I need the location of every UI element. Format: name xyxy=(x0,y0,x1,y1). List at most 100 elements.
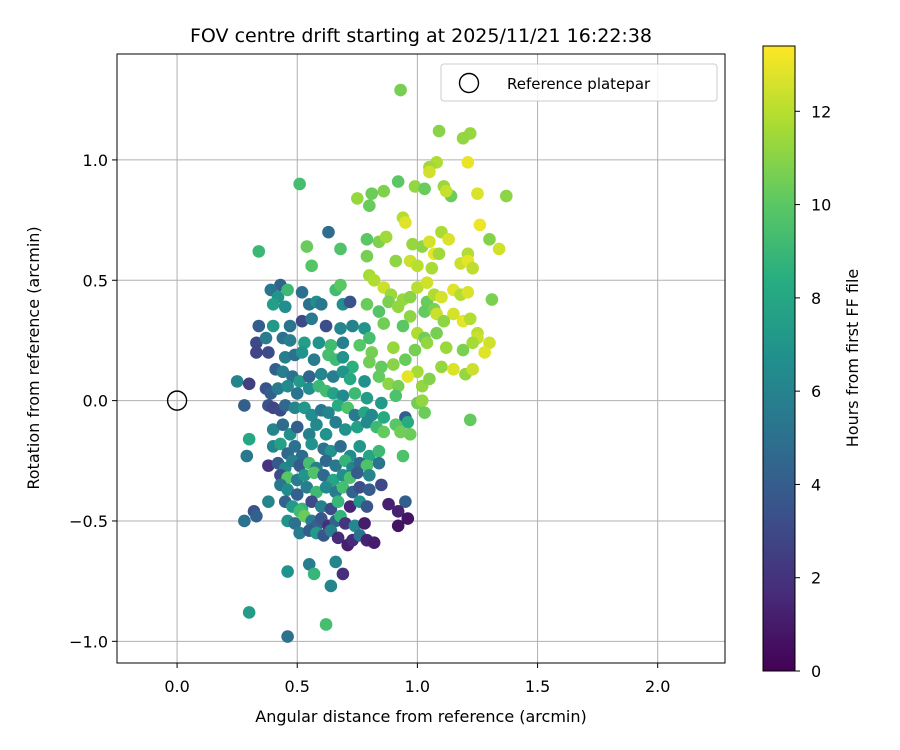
data-point xyxy=(307,567,321,581)
y-axis-ticks: −1.0 −0.5 0.0 0.5 1.0 xyxy=(69,151,117,651)
legend: Reference platepar xyxy=(440,63,718,102)
data-point xyxy=(343,372,357,386)
data-point xyxy=(262,495,275,509)
y-tick-label: 0.5 xyxy=(83,271,108,290)
data-point xyxy=(266,423,280,436)
data-point xyxy=(372,456,386,470)
colorbar-tick-label: 2 xyxy=(811,569,821,588)
data-point xyxy=(358,322,371,335)
plot-area xyxy=(116,53,726,664)
data-point xyxy=(326,370,340,383)
data-point xyxy=(336,336,350,350)
data-point xyxy=(298,468,311,482)
data-point xyxy=(310,485,323,499)
colorbar-gradient xyxy=(762,45,796,672)
chart-title: FOV centre drift starting at 2025/11/21 … xyxy=(190,25,652,47)
data-point xyxy=(276,365,290,379)
data-point xyxy=(259,331,273,345)
data-point xyxy=(314,500,328,513)
data-point xyxy=(363,355,376,369)
x-axis-ticks: 0.0 0.5 1.0 1.5 2.0 xyxy=(164,663,670,696)
data-point xyxy=(329,555,342,569)
data-point xyxy=(408,180,422,193)
data-point xyxy=(360,249,374,263)
data-point xyxy=(319,454,333,468)
data-point xyxy=(343,295,357,309)
data-point xyxy=(348,519,362,533)
data-point xyxy=(432,124,446,138)
data-point xyxy=(319,480,333,494)
data-point xyxy=(351,192,364,205)
data-point xyxy=(250,336,263,350)
data-point xyxy=(300,480,314,494)
data-point xyxy=(295,314,309,328)
data-point xyxy=(430,326,443,340)
data-point xyxy=(437,314,451,328)
data-point xyxy=(435,290,448,304)
data-point xyxy=(456,131,470,145)
data-point xyxy=(334,278,347,292)
data-point xyxy=(375,360,388,374)
data-point xyxy=(394,425,407,439)
data-point xyxy=(339,517,352,530)
data-point xyxy=(242,606,256,619)
data-point xyxy=(334,322,347,335)
data-point xyxy=(463,312,477,326)
data-point xyxy=(242,432,256,446)
data-point xyxy=(461,156,475,169)
data-point xyxy=(271,382,285,395)
data-point xyxy=(343,500,357,513)
data-point xyxy=(439,341,453,354)
data-point xyxy=(439,184,453,198)
data-point xyxy=(423,165,436,179)
data-point xyxy=(266,298,280,311)
data-point xyxy=(281,483,294,496)
data-point xyxy=(466,261,479,275)
data-point xyxy=(317,468,330,482)
colorbar-ticks: 0 2 4 6 8 10 12 xyxy=(795,102,831,681)
data-point xyxy=(372,305,386,318)
data-point xyxy=(283,334,297,347)
data-point xyxy=(432,247,446,261)
data-point xyxy=(377,425,391,439)
data-point xyxy=(250,346,263,359)
data-point xyxy=(377,411,391,424)
data-point xyxy=(336,389,350,403)
data-point xyxy=(391,505,405,518)
data-point xyxy=(411,365,424,379)
data-point xyxy=(293,459,306,472)
data-point xyxy=(238,514,251,528)
data-point xyxy=(358,375,371,388)
data-point xyxy=(353,338,367,352)
y-tick-label: 1.0 xyxy=(83,151,108,170)
data-point xyxy=(418,406,431,419)
data-point xyxy=(274,437,287,451)
data-point xyxy=(360,415,374,429)
data-point xyxy=(290,387,304,400)
data-point xyxy=(399,495,412,509)
data-point xyxy=(322,406,335,419)
data-point xyxy=(466,336,479,350)
data-point xyxy=(423,235,436,249)
x-tick-label: 0.5 xyxy=(285,677,310,696)
data-point xyxy=(293,177,306,191)
data-point xyxy=(310,418,323,431)
data-point xyxy=(375,478,388,492)
data-point xyxy=(288,517,302,530)
data-point xyxy=(382,497,395,511)
data-point xyxy=(447,307,460,321)
data-point xyxy=(240,449,254,463)
data-point xyxy=(418,305,431,318)
data-point xyxy=(331,399,345,412)
data-point xyxy=(305,259,318,273)
legend-box xyxy=(440,63,718,102)
data-point xyxy=(375,396,388,410)
data-point xyxy=(302,428,316,441)
data-point xyxy=(391,175,405,188)
data-point xyxy=(401,415,415,429)
data-point xyxy=(329,415,342,429)
data-point xyxy=(456,343,470,357)
data-point xyxy=(250,509,263,523)
data-point xyxy=(420,336,434,350)
data-point xyxy=(288,440,302,453)
